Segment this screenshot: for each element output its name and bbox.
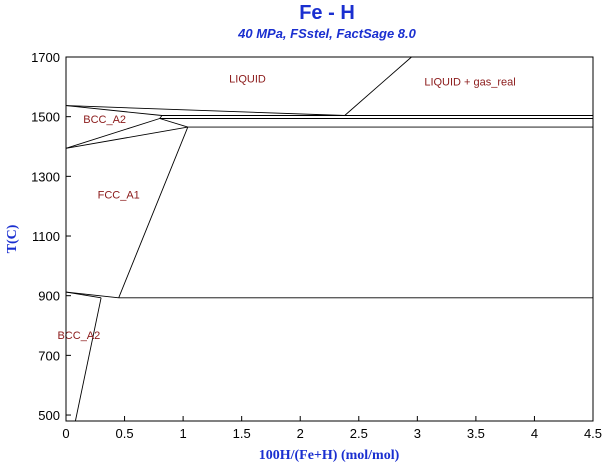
x-tick-label: 4.5 (584, 426, 602, 441)
x-tick-label: 2 (297, 426, 304, 441)
phase-boundary-line (65, 126, 188, 149)
phase-region-label: LIQUID (229, 73, 266, 85)
phase-boundary-line (74, 297, 102, 422)
x-tick-label: 0.5 (116, 426, 134, 441)
phase-region-label: BCC_A2 (57, 330, 100, 342)
phase-boundaries (65, 56, 593, 422)
x-tick-label: 1 (179, 426, 186, 441)
x-tick-label: 3 (414, 426, 421, 441)
y-tick-label: 700 (38, 348, 60, 363)
y-tick-label: 500 (38, 408, 60, 423)
region-labels: LIQUID LIQUID + gas_real BCC_A2 FCC_A1 BCC_A… (57, 73, 515, 342)
y-tick-label: 1500 (31, 110, 60, 125)
x-tick-label: 2.5 (350, 426, 368, 441)
chart-title: Fe - H (299, 2, 355, 24)
x-tick-label: 4 (531, 426, 538, 441)
phase-region-label: FCC_A1 (98, 190, 140, 202)
chart-subtitle: 40 MPa, FSstel, FactSage 8.0 (237, 26, 417, 41)
x-tick-label: 0 (62, 426, 69, 441)
phase-boundary-line (65, 118, 160, 149)
phase-boundary-line (344, 56, 412, 116)
plot-frame (65, 56, 594, 422)
phase-boundary-line (118, 126, 189, 298)
x-axis-label: 100H/(Fe+H) (mol/mol) (259, 448, 400, 463)
phase-boundary-line (65, 105, 163, 116)
axis-ticks: 0 0.5 1 1.5 2 2.5 3 3.5 4 4.5 500 700 900 1100 1300 150… (31, 50, 602, 441)
phase-boundary-line (65, 105, 345, 116)
x-tick-label: 1.5 (233, 426, 251, 441)
y-tick-label: 1100 (32, 229, 60, 244)
y-tick-label: 900 (38, 289, 60, 304)
x-tick-label: 3.5 (467, 426, 485, 441)
phase-region-label: BCC_A2 (83, 114, 126, 126)
y-axis-label: T(C) (5, 224, 20, 253)
phase-region-label: LIQUID + gas_real (424, 76, 515, 88)
phase-boundary-line (159, 118, 188, 128)
y-tick-label: 1300 (31, 169, 60, 184)
phase-boundary-line (65, 291, 119, 299)
y-tick-label: 1700 (31, 50, 60, 65)
phase-boundary-line (65, 291, 102, 299)
phase-boundary-line (159, 115, 163, 119)
